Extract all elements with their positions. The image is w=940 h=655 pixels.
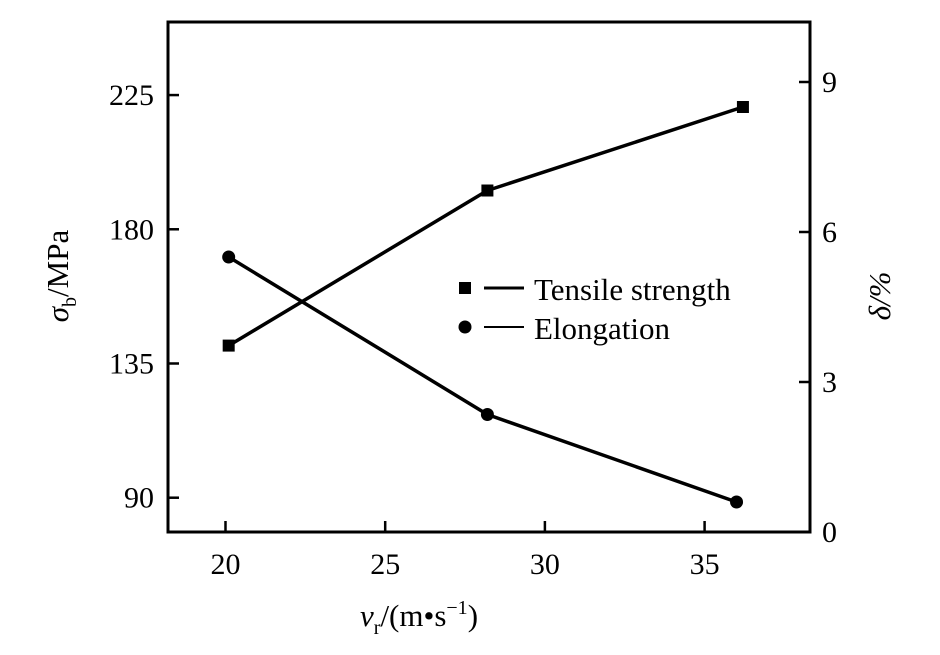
right-y-tick-label: 0 — [822, 516, 837, 549]
legend-label-tensile: Tensile strength — [534, 272, 731, 307]
right-y-tick-label: 6 — [822, 216, 837, 249]
x-tick-label: 30 — [530, 548, 560, 581]
x-axis-label: vr/(m•s−1) — [360, 597, 478, 639]
legend-label-elongation: Elongation — [534, 311, 671, 346]
x-tick-label: 25 — [370, 548, 400, 581]
x-tick-label: 35 — [690, 548, 720, 581]
right-y-tick-label: 9 — [822, 66, 837, 99]
legend: Tensile strength Elongation — [458, 272, 731, 346]
data-point-circle — [730, 495, 744, 509]
left-y-tick-label: 90 — [124, 482, 154, 515]
data-point-square — [736, 101, 749, 113]
left-y-tick-label: 135 — [109, 347, 154, 380]
series-line-tensile-strength — [227, 105, 744, 348]
data-point-square — [481, 184, 494, 197]
data-point-circle — [480, 408, 494, 421]
right-y-tick-label: 3 — [822, 366, 837, 399]
left-y-axis-label: σb/MPa — [40, 230, 81, 323]
plot-frame — [166, 20, 812, 534]
right-y-axis-ticks: 0 3 6 9 — [799, 66, 837, 549]
legend-circle-marker — [458, 320, 472, 334]
left-y-axis-ticks: 90 135 180 225 — [109, 79, 179, 515]
right-y-axis-label: δ/% — [862, 272, 897, 321]
data-point-circle — [222, 250, 236, 264]
data-point-square — [222, 339, 235, 352]
legend-square-marker — [459, 282, 471, 294]
left-y-tick-label: 180 — [109, 213, 154, 246]
series-layer — [222, 101, 749, 509]
x-tick-label: 20 — [210, 548, 240, 581]
left-y-tick-label: 225 — [109, 79, 154, 112]
x-axis-ticks: 20 25 30 35 — [210, 521, 720, 581]
